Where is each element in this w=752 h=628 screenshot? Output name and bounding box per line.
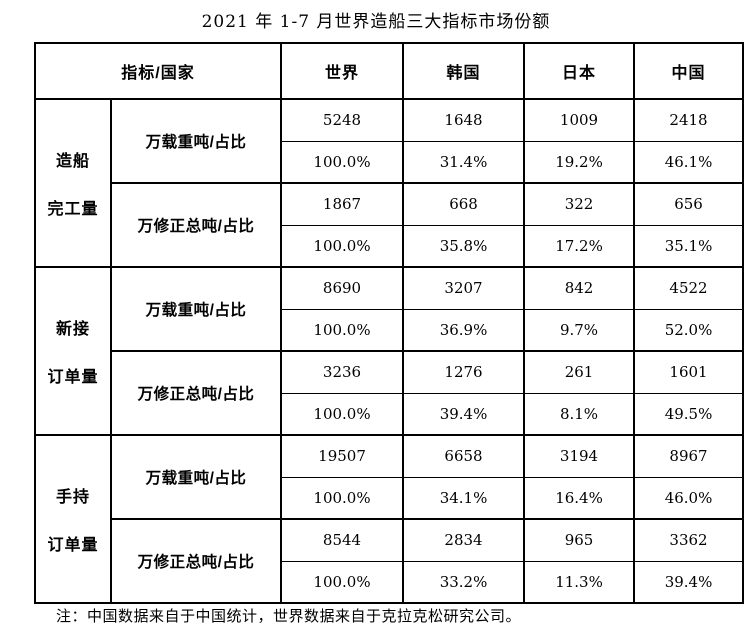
value-cell: 1601 xyxy=(633,350,745,394)
table-row: 万修正总吨/占比 8544 2834 965 3362 xyxy=(35,518,745,604)
value-cell: 5248 xyxy=(280,98,405,142)
share-cell: 31.4% xyxy=(402,140,526,184)
share-cell: 39.4% xyxy=(633,560,745,604)
value-cell: 668 xyxy=(402,182,526,226)
share-cell: 39.4% xyxy=(402,392,526,436)
table-row: 100.0% 33.2% 11.3% 39.4% xyxy=(35,560,745,604)
metric-label-dwt: 万载重吨/占比 xyxy=(109,266,283,352)
value-cell: 4522 xyxy=(633,266,745,310)
value-cell: 3236 xyxy=(280,350,405,394)
value-cell: 6658 xyxy=(402,434,526,478)
share-cell: 36.9% xyxy=(402,308,526,352)
share-cell: 8.1% xyxy=(523,392,636,436)
section-name-line1: 手持 xyxy=(55,489,90,506)
table-row: 100.0% 36.9% 9.7% 52.0% xyxy=(35,308,745,352)
section-name-completions: 造船 完工量 xyxy=(34,98,112,268)
value-cell: 2834 xyxy=(402,518,526,562)
header-world: 世界 xyxy=(280,42,405,100)
value-cell: 1009 xyxy=(523,98,636,142)
section-name-line2: 完工量 xyxy=(47,201,99,218)
market-share-table: 指标/国家 世界 韩国 日本 中国 造船 完工量 万载重吨/占比 5248 16… xyxy=(33,42,745,604)
value-cell: 842 xyxy=(523,266,636,310)
value-cell: 656 xyxy=(633,182,745,226)
metric-label-dwt: 万载重吨/占比 xyxy=(109,434,283,520)
table-row: 100.0% 31.4% 19.2% 46.1% xyxy=(35,140,745,184)
value-cell: 322 xyxy=(523,182,636,226)
share-cell: 16.4% xyxy=(523,476,636,520)
table-row: 100.0% 35.8% 17.2% 35.1% xyxy=(35,224,745,268)
value-cell: 3207 xyxy=(402,266,526,310)
share-cell: 52.0% xyxy=(633,308,745,352)
table-header-row: 指标/国家 世界 韩国 日本 中国 xyxy=(33,42,745,100)
share-cell: 11.3% xyxy=(523,560,636,604)
header-korea: 韩国 xyxy=(402,42,526,100)
value-cell: 261 xyxy=(523,350,636,394)
value-cell: 965 xyxy=(523,518,636,562)
value-cell: 8690 xyxy=(280,266,405,310)
metric-label-cgt: 万修正总吨/占比 xyxy=(109,350,283,436)
section-name-stack: 造船 完工量 xyxy=(37,147,109,219)
value-cell: 8967 xyxy=(633,434,745,478)
share-cell: 100.0% xyxy=(280,560,405,604)
share-cell: 9.7% xyxy=(523,308,636,352)
value-cell: 2418 xyxy=(633,98,745,142)
table-row: 100.0% 34.1% 16.4% 46.0% xyxy=(35,476,745,520)
header-china: 中国 xyxy=(633,42,745,100)
table-row: 100.0% 39.4% 8.1% 49.5% xyxy=(35,392,745,436)
value-cell: 19507 xyxy=(280,434,405,478)
share-cell: 46.0% xyxy=(633,476,745,520)
section-name-line1: 造船 xyxy=(55,153,90,170)
header-japan: 日本 xyxy=(523,42,636,100)
section-name-orderbook: 手持 订单量 xyxy=(34,434,112,604)
share-cell: 34.1% xyxy=(402,476,526,520)
share-cell: 49.5% xyxy=(633,392,745,436)
table-row: 造船 完工量 万载重吨/占比 5248 1648 1009 2418 xyxy=(34,98,745,268)
value-cell: 1867 xyxy=(280,182,405,226)
metric-label-cgt: 万修正总吨/占比 xyxy=(109,518,283,604)
section-name-new-orders: 新接 订单量 xyxy=(34,266,112,436)
section-name-stack: 手持 订单量 xyxy=(37,483,109,555)
source-note: 注：中国数据来自于中国统计，世界数据来自于克拉克松研究公司。 xyxy=(56,608,522,625)
share-cell: 100.0% xyxy=(280,224,405,268)
section-name-line1: 新接 xyxy=(55,321,90,338)
section-name-line2: 订单量 xyxy=(47,369,99,386)
share-cell: 17.2% xyxy=(523,224,636,268)
share-cell: 35.1% xyxy=(633,224,745,268)
share-cell: 19.2% xyxy=(523,140,636,184)
table-title: 2021 年 1-7 月世界造船三大指标市场份额 xyxy=(201,12,551,32)
table-row: 万修正总吨/占比 1867 668 322 656 xyxy=(35,182,745,268)
section-name-stack: 新接 订单量 xyxy=(37,315,109,387)
share-cell: 35.8% xyxy=(402,224,526,268)
table-row: 万修正总吨/占比 3236 1276 261 1601 xyxy=(35,350,745,436)
share-cell: 46.1% xyxy=(633,140,745,184)
value-cell: 1648 xyxy=(402,98,526,142)
table-row: 手持 订单量 万载重吨/占比 19507 6658 3194 8967 xyxy=(34,434,745,604)
metric-label-cgt: 万修正总吨/占比 xyxy=(109,182,283,268)
value-cell: 8544 xyxy=(280,518,405,562)
metric-label-dwt: 万载重吨/占比 xyxy=(109,98,283,184)
share-cell: 33.2% xyxy=(402,560,526,604)
header-indicator-country: 指标/国家 xyxy=(33,42,283,100)
value-cell: 3362 xyxy=(633,518,745,562)
table-row: 新接 订单量 万载重吨/占比 8690 3207 842 4522 xyxy=(34,266,745,436)
value-cell: 1276 xyxy=(402,350,526,394)
share-cell: 100.0% xyxy=(280,392,405,436)
share-cell: 100.0% xyxy=(280,476,405,520)
share-cell: 100.0% xyxy=(280,140,405,184)
section-name-line2: 订单量 xyxy=(47,537,99,554)
share-cell: 100.0% xyxy=(280,308,405,352)
value-cell: 3194 xyxy=(523,434,636,478)
